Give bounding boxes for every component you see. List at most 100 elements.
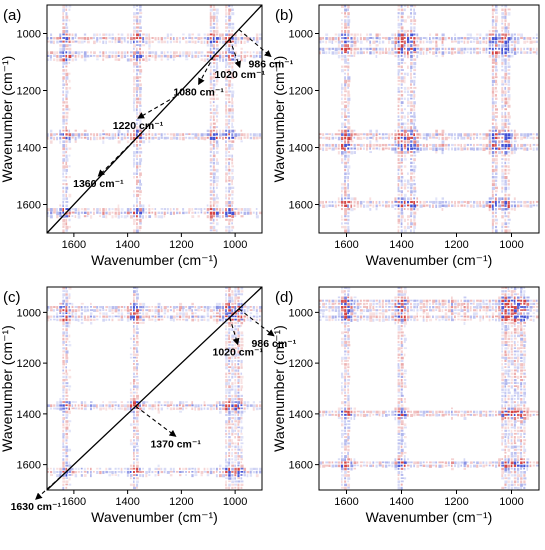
heatmap-cell (47, 467, 49, 470)
heatmap-cell (62, 225, 65, 228)
heatmap-cell (148, 58, 151, 61)
heatmap-cell (400, 315, 403, 319)
heatmap-cell (225, 363, 229, 366)
heatmap-cell (139, 312, 142, 314)
heatmap-cell (460, 299, 463, 302)
heatmap-cell (237, 432, 239, 436)
heatmap-cell (209, 79, 212, 84)
heatmap-cell (68, 344, 72, 347)
heatmap-cell (145, 306, 149, 308)
heatmap-cell (400, 161, 403, 164)
heatmap-cell (507, 62, 510, 65)
heatmap-cell (407, 208, 410, 211)
heatmap-cell (495, 26, 497, 30)
heatmap-cell (62, 133, 64, 136)
heatmap-cell (334, 204, 337, 208)
heatmap-cell (413, 161, 415, 165)
heatmap-cell (495, 108, 499, 111)
heatmap-cell (59, 40, 63, 43)
heatmap-cell (74, 215, 77, 218)
heatmap-cell (136, 455, 139, 458)
heatmap-cell (388, 315, 391, 319)
heatmap-cell (108, 37, 112, 40)
heatmap-cell (451, 413, 454, 416)
heatmap-cell (228, 83, 231, 87)
heatmap-cell (504, 58, 507, 62)
heatmap-cell (206, 51, 210, 54)
heatmap-cell (372, 318, 375, 322)
heatmap-cell (520, 51, 523, 54)
heatmap-cell (83, 306, 87, 309)
heatmap-cell (400, 211, 404, 215)
heatmap-cell (407, 47, 411, 51)
heatmap-cell (491, 94, 495, 98)
heatmap-cell (209, 76, 213, 80)
heatmap-cell (93, 306, 97, 309)
heatmap-cell (347, 350, 350, 354)
heatmap-cell (400, 19, 404, 22)
heatmap-cell (388, 299, 391, 303)
heatmap-cell (438, 51, 441, 54)
heatmap-cell (407, 90, 410, 94)
heatmap-cell (246, 51, 249, 54)
heatmap-cell (510, 208, 514, 211)
heatmap-cell (410, 151, 413, 153)
heatmap-cell (200, 404, 203, 407)
heatmap-cell (334, 147, 338, 150)
heatmap-cell (466, 143, 469, 146)
heatmap-cell (160, 404, 163, 407)
heatmap-cell (225, 331, 228, 334)
heatmap-cell (523, 133, 527, 137)
heatmap-cell (501, 151, 503, 154)
heatmap-cell (136, 385, 139, 389)
heatmap-cell (501, 22, 504, 25)
heatmap-cell (403, 79, 406, 84)
heatmap-cell (225, 378, 229, 383)
heatmap-cell (154, 51, 158, 55)
heatmap-cell (234, 215, 237, 218)
heatmap-cell (400, 147, 403, 151)
heatmap-cell (438, 143, 442, 147)
heatmap-cell (225, 111, 228, 115)
heatmap-cell (225, 350, 228, 353)
heatmap-cell (473, 410, 476, 414)
heatmap-cell (526, 136, 529, 139)
heatmap-cell (491, 65, 495, 69)
heatmap-cell (136, 353, 139, 357)
heatmap-cell (59, 318, 62, 322)
heatmap-cell (209, 215, 213, 219)
heatmap-cell (139, 176, 142, 179)
heatmap-cell (517, 136, 520, 139)
heatmap-cell (231, 398, 235, 401)
heatmap-cell (397, 458, 401, 461)
heatmap-cell (203, 54, 206, 57)
heatmap-cell (68, 306, 71, 309)
heatmap-cell (237, 445, 240, 449)
heatmap-cell (479, 309, 482, 312)
heatmap-cell (228, 372, 231, 375)
heatmap-cell (328, 47, 331, 51)
heatmap-cell (179, 302, 183, 306)
heatmap-cell (432, 133, 435, 137)
heatmap-cell (225, 19, 227, 23)
heatmap-cell (68, 33, 71, 36)
heatmap-cell (407, 183, 411, 186)
heatmap-cell (510, 37, 513, 40)
heatmap-cell (491, 225, 494, 230)
heatmap-cell (231, 394, 234, 398)
heatmap-cell (454, 40, 457, 43)
heatmap-cell (347, 76, 351, 80)
heatmap-cell (62, 442, 65, 446)
heatmap-cell (50, 58, 52, 61)
heatmap-cell (328, 200, 331, 204)
heatmap-cell (228, 470, 231, 474)
heatmap-cell (151, 470, 154, 474)
heatmap-cell (74, 306, 78, 308)
heatmap-cell (176, 136, 179, 140)
heatmap-cell (347, 372, 350, 376)
heatmap-cell (62, 378, 66, 382)
heatmap-cell (68, 176, 71, 179)
heatmap-cell (397, 337, 400, 340)
heatmap-cell (228, 222, 231, 225)
heatmap-cell (400, 140, 403, 143)
